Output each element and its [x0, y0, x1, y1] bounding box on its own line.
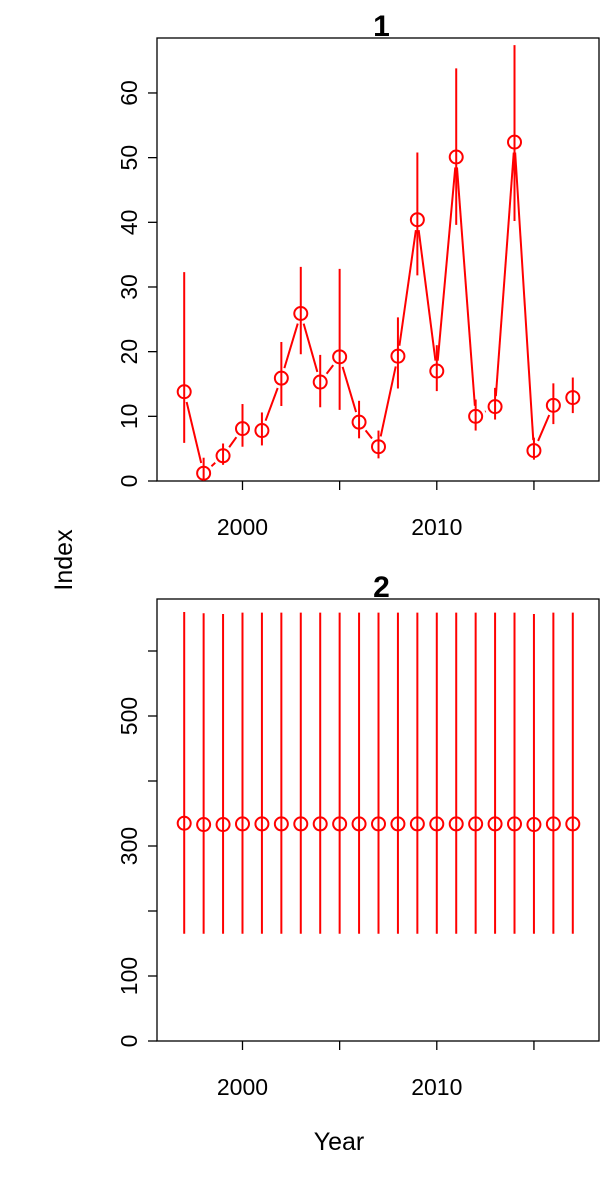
x-axis-label: Year — [314, 1128, 365, 1156]
data-point — [312, 816, 328, 832]
series-segment — [264, 387, 279, 422]
data-point — [390, 348, 406, 364]
plot-frame — [156, 598, 600, 1042]
data-point — [254, 423, 270, 439]
x-tick-label: 2010 — [411, 1074, 462, 1100]
data-point — [371, 439, 386, 455]
series-segment — [283, 323, 299, 369]
y-tick-label: 60 — [116, 80, 142, 106]
data-point — [526, 817, 542, 833]
y-tick-label: 50 — [116, 145, 142, 171]
data-point — [254, 816, 270, 832]
data-point — [545, 397, 561, 413]
series-segment — [537, 414, 551, 442]
data-point — [312, 374, 328, 390]
x-tick-label: 2010 — [411, 514, 462, 540]
y-tick-label: 100 — [116, 957, 142, 995]
data-point — [176, 815, 192, 831]
x-tick-label: 2000 — [217, 1074, 268, 1100]
y-tick-label: 0 — [116, 1035, 142, 1048]
series-segment — [398, 229, 417, 346]
series-segment — [341, 366, 358, 413]
y-tick-label: 10 — [116, 404, 142, 430]
series-segment — [364, 429, 373, 440]
data-point — [176, 384, 192, 400]
data-point — [234, 421, 250, 437]
data-point — [448, 816, 464, 832]
data-point — [565, 390, 581, 406]
data-point — [429, 363, 445, 379]
data-point — [565, 816, 581, 832]
panel-title: 2 — [373, 571, 390, 604]
series-segment — [494, 152, 515, 397]
y-tick-label: 300 — [116, 827, 142, 865]
series-segment — [302, 323, 319, 373]
y-tick-label: 0 — [116, 475, 142, 488]
series-segment — [379, 366, 397, 437]
data-point — [487, 399, 503, 415]
data-point — [234, 816, 250, 832]
series-segment — [228, 436, 238, 448]
data-point — [332, 349, 348, 365]
panel-2: 2 0 100 300 500 2000 2010 — [116, 571, 600, 1100]
y-tick-label: 500 — [116, 697, 142, 735]
series-segment — [210, 462, 216, 467]
data-point — [215, 448, 231, 464]
data-point — [409, 212, 425, 228]
y-axis-label: Index — [50, 529, 78, 591]
series-segment — [325, 364, 335, 375]
data-point — [468, 816, 484, 832]
panel-title: 1 — [373, 10, 390, 43]
data-point — [371, 816, 386, 832]
series-segment — [185, 401, 203, 464]
plot-frame — [156, 37, 600, 482]
data-point — [390, 816, 406, 832]
data-point — [196, 817, 212, 833]
y-tick-label: 20 — [116, 339, 142, 365]
data-point — [215, 817, 231, 833]
series-segment — [514, 152, 535, 441]
data-point — [273, 816, 289, 832]
data-point — [429, 816, 445, 832]
series-segment — [417, 230, 437, 361]
data-point — [351, 414, 367, 430]
data-point — [448, 149, 464, 165]
data-point — [351, 816, 367, 832]
y-tick-label: 30 — [116, 274, 142, 300]
data-point — [196, 465, 212, 481]
data-point — [468, 408, 484, 424]
x-tick-label: 2000 — [217, 514, 268, 540]
series-segment — [436, 167, 457, 361]
y-tick-label: 40 — [116, 210, 142, 236]
data-point — [293, 816, 309, 832]
data-point — [526, 443, 542, 459]
data-point — [273, 370, 289, 386]
data-point — [487, 816, 503, 832]
data-point — [545, 816, 561, 832]
series-segment — [456, 167, 476, 406]
data-point — [409, 816, 425, 832]
data-point — [293, 306, 309, 322]
data-point — [507, 134, 523, 150]
data-point — [332, 816, 348, 832]
data-point — [507, 816, 523, 832]
